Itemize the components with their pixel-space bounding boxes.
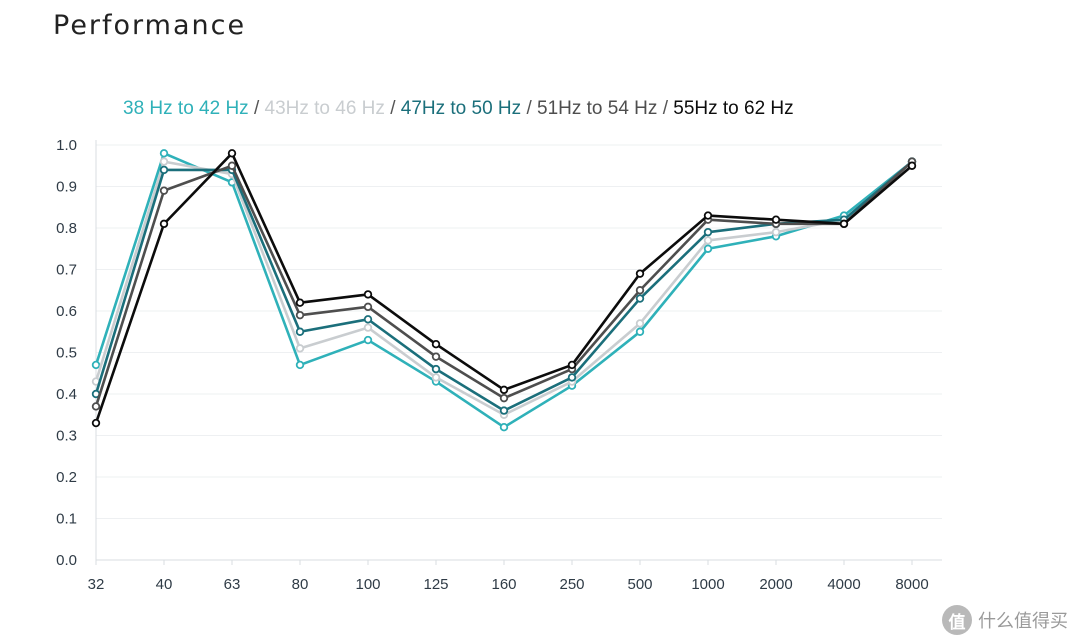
chart-legend: 38 Hz to 42 Hz / 43Hz to 46 Hz / 47Hz to… — [123, 98, 794, 120]
x-tick-label: 32 — [88, 576, 105, 593]
watermark-logo-icon: 值 — [942, 605, 972, 635]
data-point[interactable] — [635, 269, 645, 278]
series-line — [94, 160, 913, 412]
data-point[interactable] — [635, 286, 645, 295]
data-point[interactable] — [295, 310, 305, 320]
data-point[interactable] — [635, 319, 645, 328]
series-line — [94, 152, 913, 424]
data-point[interactable] — [771, 227, 781, 237]
data-point[interactable] — [703, 227, 713, 237]
data-point[interactable] — [567, 360, 577, 370]
x-tick-label: 4000 — [827, 576, 860, 593]
y-tick-label: 0.6 — [56, 303, 77, 320]
data-point[interactable] — [431, 352, 441, 361]
grid-layer — [96, 144, 942, 561]
y-tick-label: 0.2 — [56, 469, 77, 486]
data-point[interactable] — [703, 236, 713, 245]
x-tick-label: 250 — [559, 576, 584, 593]
x-tick-label: 80 — [292, 576, 309, 593]
page-title: Performance — [53, 10, 247, 41]
legend-item[interactable]: 43Hz to 46 Hz — [264, 98, 385, 119]
data-point[interactable] — [499, 423, 509, 432]
data-point[interactable] — [499, 406, 509, 415]
data-point[interactable] — [703, 244, 713, 253]
x-tick-label: 125 — [423, 576, 448, 593]
legend-separator: / — [521, 98, 538, 119]
x-tick-label: 500 — [627, 576, 652, 593]
series-5 — [91, 149, 917, 428]
data-point[interactable] — [159, 186, 169, 195]
y-tick-label: 0.0 — [56, 552, 77, 569]
data-point[interactable] — [91, 418, 101, 428]
y-tick-label: 0.7 — [56, 262, 77, 279]
data-point[interactable] — [227, 149, 237, 158]
y-tick-label: 1.0 — [56, 137, 77, 154]
series-layer — [91, 149, 917, 432]
data-point[interactable] — [295, 327, 305, 336]
data-point[interactable] — [91, 402, 101, 411]
y-tick-label: 0.8 — [56, 220, 77, 237]
data-point[interactable] — [159, 149, 169, 158]
data-point[interactable] — [431, 340, 441, 349]
y-tick-label: 0.9 — [56, 179, 77, 196]
legend-item[interactable]: 38 Hz to 42 Hz — [123, 98, 249, 119]
data-point[interactable] — [295, 344, 305, 353]
series-3 — [91, 157, 917, 415]
data-point[interactable] — [431, 373, 441, 382]
axis-layer — [95, 140, 942, 565]
x-tick-label: 8000 — [895, 576, 928, 593]
x-tick-label: 63 — [224, 576, 241, 593]
series-line — [94, 160, 913, 407]
series-line — [94, 160, 913, 417]
data-point[interactable] — [431, 364, 441, 374]
x-tick-label: 1000 — [691, 576, 724, 593]
data-point[interactable] — [363, 323, 373, 332]
legend-separator: / — [384, 98, 401, 119]
data-point[interactable] — [703, 211, 713, 220]
data-point[interactable] — [91, 360, 101, 370]
x-tick-label: 160 — [491, 576, 516, 593]
data-point[interactable] — [635, 294, 645, 303]
data-point[interactable] — [499, 385, 509, 395]
data-point[interactable] — [771, 215, 781, 224]
watermark-text: 什么值得买 — [978, 611, 1068, 631]
data-point[interactable] — [363, 315, 373, 324]
y-tick-label: 0.1 — [56, 511, 77, 528]
x-tick-label: 2000 — [759, 576, 792, 593]
data-point[interactable] — [363, 302, 373, 312]
data-point[interactable] — [635, 327, 645, 336]
y-tick-label: 0.3 — [56, 428, 77, 445]
data-point[interactable] — [159, 165, 169, 175]
series-4 — [91, 157, 917, 411]
data-point[interactable] — [363, 335, 373, 345]
data-point[interactable] — [907, 161, 917, 170]
legend-item[interactable]: 47Hz to 50 Hz — [400, 98, 522, 119]
legend-separator: / — [248, 98, 265, 119]
data-point[interactable] — [159, 219, 169, 229]
data-point[interactable] — [567, 373, 577, 382]
data-point[interactable] — [499, 393, 509, 403]
watermark: 值 什么值得买 — [942, 605, 1068, 635]
legend-item[interactable]: 55Hz to 62 Hz — [673, 98, 794, 119]
y-tick-label: 0.5 — [56, 345, 77, 362]
data-point[interactable] — [295, 360, 305, 370]
x-tick-label: 40 — [156, 576, 173, 593]
legend-item[interactable]: 51Hz to 54 Hz — [537, 98, 658, 119]
data-point[interactable] — [295, 298, 305, 307]
x-tick-label: 100 — [355, 576, 380, 593]
series-2 — [91, 157, 917, 419]
y-tick-label: 0.4 — [56, 386, 77, 403]
data-point[interactable] — [363, 290, 373, 299]
tick-layer: 0.0 0.1 0.2 0.3 0.4 0.5 0.6 0.7 0.8 0.9 1.0 32 40 63 8… — [56, 137, 929, 593]
data-point[interactable] — [839, 219, 849, 229]
legend-separator: / — [657, 98, 674, 119]
data-point[interactable] — [227, 161, 237, 170]
data-point[interactable] — [159, 157, 169, 166]
